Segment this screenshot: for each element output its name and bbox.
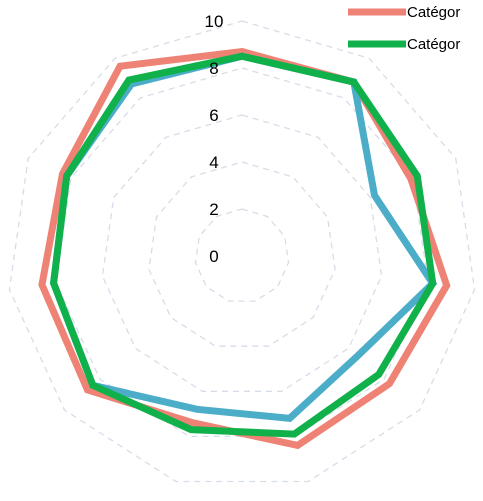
tick-label-4: 4	[209, 153, 218, 172]
legend-label-1: Catégor	[407, 4, 460, 21]
radar-grid	[8, 20, 476, 483]
radial-tick-labels: 0 2 4 6 8 10	[205, 12, 224, 266]
tick-label-0: 0	[209, 247, 218, 266]
grid-ring-6	[101, 114, 383, 392]
radar-series	[38, 47, 451, 450]
grid-ring-2	[194, 208, 290, 302]
series-line-3	[50, 52, 437, 438]
grid-ring-10	[8, 20, 476, 483]
tick-label-2: 2	[209, 200, 218, 219]
legend-label-2: Catégor	[407, 36, 460, 53]
legend: Catégor Catégor	[348, 4, 460, 53]
tick-label-10: 10	[205, 12, 224, 31]
tick-label-6: 6	[209, 106, 218, 125]
grid-ring-8	[55, 67, 429, 438]
tick-label-8: 8	[209, 59, 218, 78]
grid-ring-4	[148, 161, 336, 347]
